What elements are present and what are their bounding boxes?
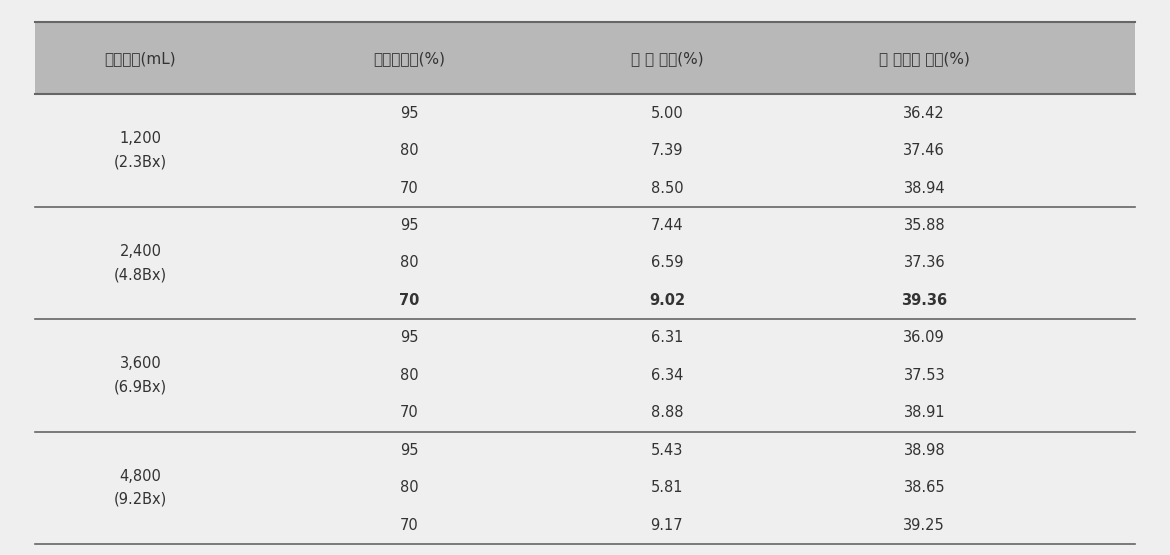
Text: 39.36: 39.36 bbox=[901, 293, 948, 308]
Text: 38.98: 38.98 bbox=[903, 443, 945, 458]
Text: 37.46: 37.46 bbox=[903, 143, 945, 158]
Text: 7.44: 7.44 bbox=[651, 218, 683, 233]
Text: 8.88: 8.88 bbox=[651, 405, 683, 420]
Text: 39.25: 39.25 bbox=[903, 518, 945, 533]
Text: 70: 70 bbox=[400, 405, 419, 420]
Text: 5.43: 5.43 bbox=[651, 443, 683, 458]
Text: 1,200
(2.3Bx): 1,200 (2.3Bx) bbox=[113, 132, 167, 170]
Text: 95: 95 bbox=[400, 330, 419, 345]
Text: 3,600
(6.9Bx): 3,600 (6.9Bx) bbox=[113, 356, 167, 395]
Text: 70: 70 bbox=[400, 180, 419, 195]
Text: 80: 80 bbox=[400, 480, 419, 495]
Text: 95: 95 bbox=[400, 218, 419, 233]
Text: 5.00: 5.00 bbox=[651, 105, 683, 120]
Text: 80: 80 bbox=[400, 368, 419, 383]
Text: 36.09: 36.09 bbox=[903, 330, 945, 345]
Text: 70: 70 bbox=[400, 518, 419, 533]
Text: 9.02: 9.02 bbox=[649, 293, 684, 308]
Text: 36.42: 36.42 bbox=[903, 105, 945, 120]
Text: 37.53: 37.53 bbox=[903, 368, 945, 383]
Text: 총 당 함량(%): 총 당 함량(%) bbox=[631, 51, 703, 66]
Text: 80: 80 bbox=[400, 255, 419, 270]
Text: 7.39: 7.39 bbox=[651, 143, 683, 158]
Text: 에탄올농도(%): 에탄올농도(%) bbox=[373, 51, 446, 66]
Text: 6.31: 6.31 bbox=[651, 330, 683, 345]
Text: 2,400
(4.8Bx): 2,400 (4.8Bx) bbox=[113, 244, 167, 282]
Text: 38.91: 38.91 bbox=[903, 405, 945, 420]
Text: 38.65: 38.65 bbox=[903, 480, 945, 495]
Text: 70: 70 bbox=[399, 293, 420, 308]
Text: 5.81: 5.81 bbox=[651, 480, 683, 495]
Text: 80: 80 bbox=[400, 143, 419, 158]
Text: 9.17: 9.17 bbox=[651, 518, 683, 533]
Text: 35.88: 35.88 bbox=[903, 218, 945, 233]
Text: 95: 95 bbox=[400, 443, 419, 458]
Text: 6.59: 6.59 bbox=[651, 255, 683, 270]
Text: 4,800
(9.2Bx): 4,800 (9.2Bx) bbox=[113, 468, 167, 507]
Text: 총 단백질 함량(%): 총 단백질 함량(%) bbox=[879, 51, 970, 66]
Text: 농축정도(mL): 농축정도(mL) bbox=[104, 51, 177, 66]
Text: 6.34: 6.34 bbox=[651, 368, 683, 383]
Text: 38.94: 38.94 bbox=[903, 180, 945, 195]
Text: 95: 95 bbox=[400, 105, 419, 120]
Text: 8.50: 8.50 bbox=[651, 180, 683, 195]
Bar bbox=[35, 22, 1135, 94]
Text: 37.36: 37.36 bbox=[903, 255, 945, 270]
